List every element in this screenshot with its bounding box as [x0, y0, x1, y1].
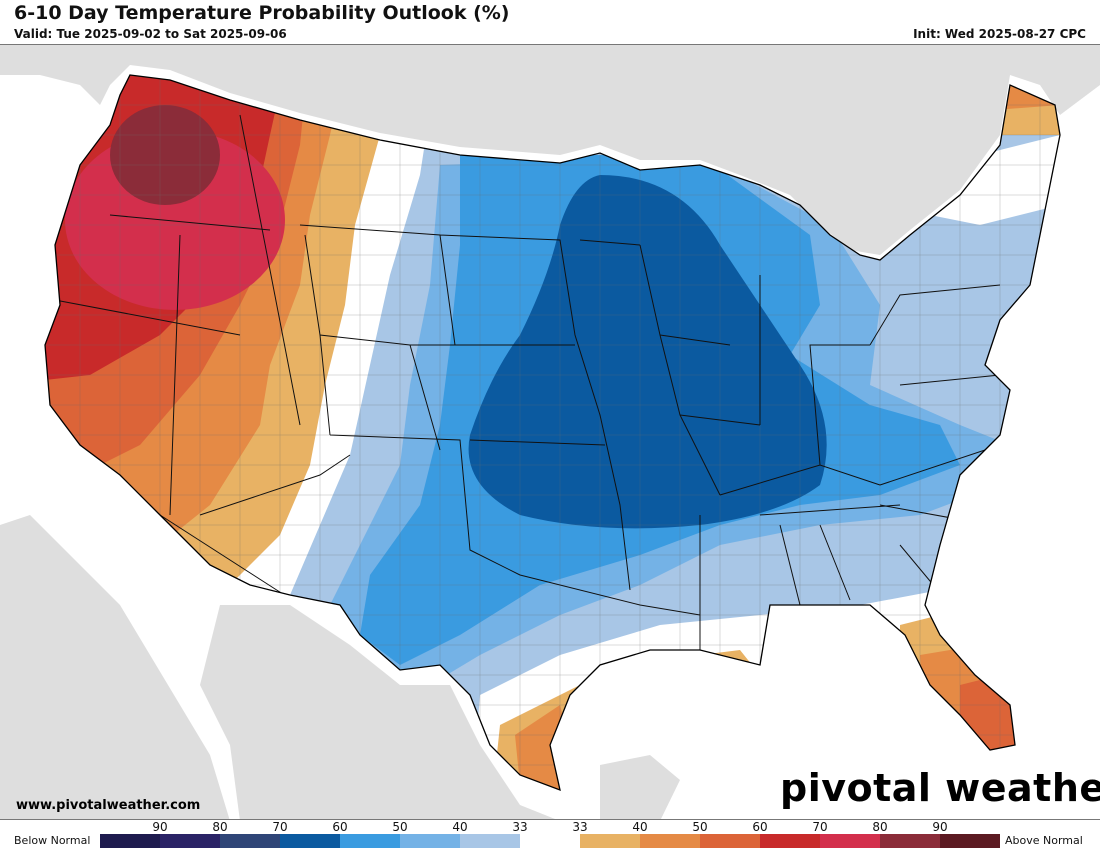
legend-tick-label: 50: [692, 820, 708, 834]
legend-above-label: Above Normal: [1005, 834, 1083, 847]
legend-swatch: [280, 834, 340, 848]
legend-tick-label: 80: [872, 820, 888, 834]
northeast-33-band: [930, 135, 1060, 225]
legend-tick-label: 40: [452, 820, 468, 834]
legend-tick-label: 90: [932, 820, 948, 834]
legend-tick-label: 50: [392, 820, 408, 834]
legend-bar: [100, 834, 1000, 848]
land-outside: [0, 45, 1100, 819]
legend-tick-label: 70: [272, 820, 288, 834]
maine-40-band: [995, 105, 1060, 135]
legend-swatch: [760, 834, 820, 848]
legend-swatch: [400, 834, 460, 848]
legend-swatch: [340, 834, 400, 848]
legend-tick-label: 40: [632, 820, 648, 834]
legend-swatch: [880, 834, 940, 848]
legend-swatch: [520, 834, 580, 848]
state-borders: [54, 114, 1001, 655]
outlook-map: [0, 45, 1100, 819]
website-url: www.pivotalweather.com: [16, 798, 201, 813]
legend-tick-label: 60: [752, 820, 768, 834]
county-lines: [45, 75, 1060, 790]
legend-tick-label: 70: [812, 820, 828, 834]
init-info: Init: Wed 2025-08-27 CPC: [913, 27, 1086, 41]
header: 6-10 Day Temperature Probability Outlook…: [0, 0, 1100, 44]
legend-below-label: Below Normal: [14, 834, 91, 847]
page-title: 6-10 Day Temperature Probability Outlook…: [14, 2, 510, 24]
legend-swatch: [580, 834, 640, 848]
brand-logo: pivotal weather: [780, 766, 1100, 810]
legend-swatch: [160, 834, 220, 848]
legend-swatch: [460, 834, 520, 848]
map-panel: [0, 44, 1100, 820]
legend-swatch: [820, 834, 880, 848]
legend-swatch: [700, 834, 760, 848]
legend-ticks: 90 80 70 60 50 40 33 33 40 50 60 70 80 90: [0, 820, 1100, 834]
valid-period: Valid: Tue 2025-09-02 to Sat 2025-09-06: [14, 27, 287, 41]
legend-tick-label: 33: [572, 820, 588, 834]
legend-tick-label: 80: [212, 820, 228, 834]
legend-swatch: [100, 834, 160, 848]
legend-tick-label: 90: [152, 820, 168, 834]
legend-tick-label: 33: [512, 820, 528, 834]
legend-swatch: [220, 834, 280, 848]
above-90-area: [110, 105, 220, 205]
legend-swatch: [940, 834, 1000, 848]
color-legend: 90 80 70 60 50 40 33 33 40 50 60 70 80 90 Below Norma…: [0, 820, 1100, 850]
us-outline: [44, 74, 1061, 792]
legend-swatch: [640, 834, 700, 848]
legend-tick-label: 60: [332, 820, 348, 834]
below-70-area: [468, 175, 827, 529]
